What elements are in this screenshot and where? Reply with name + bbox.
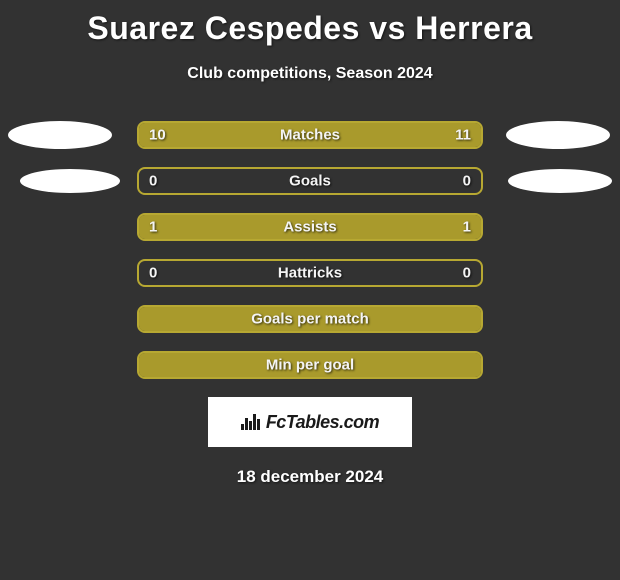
stat-value-left: 1 bbox=[149, 219, 157, 236]
logo-text: FcTables.com bbox=[266, 412, 379, 433]
page-title: Suarez Cespedes vs Herrera bbox=[0, 0, 620, 47]
fctables-logo: FcTables.com bbox=[208, 397, 412, 447]
player-right-photo-2 bbox=[508, 169, 612, 193]
stat-fill-right bbox=[302, 123, 481, 147]
stat-value-right: 0 bbox=[463, 173, 471, 190]
stat-fill-left bbox=[139, 307, 481, 331]
comparison-bars: 1011Matches00Goals11Assists00HattricksGo… bbox=[137, 121, 483, 379]
stat-fill-right bbox=[310, 215, 481, 239]
stat-row: 11Assists bbox=[137, 213, 483, 241]
stat-row: Goals per match bbox=[137, 305, 483, 333]
date-label: 18 december 2024 bbox=[0, 467, 620, 487]
stat-row: 0 0Goals bbox=[137, 167, 483, 195]
stat-value-right: 1 bbox=[463, 219, 471, 236]
stat-row: Min per goal bbox=[137, 351, 483, 379]
player-left-photo-1 bbox=[8, 121, 112, 149]
bar-chart-icon bbox=[241, 414, 260, 430]
stat-fill-left bbox=[139, 353, 481, 377]
player-left-photo-2 bbox=[20, 169, 120, 193]
stat-fill-left bbox=[139, 215, 310, 239]
stat-value-left: 0 bbox=[149, 173, 157, 190]
stat-value-left: 0 bbox=[149, 265, 157, 282]
stat-label: Goals bbox=[139, 173, 481, 190]
stat-value-left: 10 bbox=[149, 127, 166, 144]
stat-label: Hattricks bbox=[139, 265, 481, 282]
subtitle: Club competitions, Season 2024 bbox=[0, 65, 620, 83]
stat-row: 1011Matches bbox=[137, 121, 483, 149]
player-right-photo-1 bbox=[506, 121, 610, 149]
stat-value-right: 0 bbox=[463, 265, 471, 282]
comparison-stage: 1011Matches00Goals11Assists00HattricksGo… bbox=[0, 121, 620, 379]
stat-value-right: 11 bbox=[455, 127, 471, 144]
stat-row: 0 0Hattricks bbox=[137, 259, 483, 287]
